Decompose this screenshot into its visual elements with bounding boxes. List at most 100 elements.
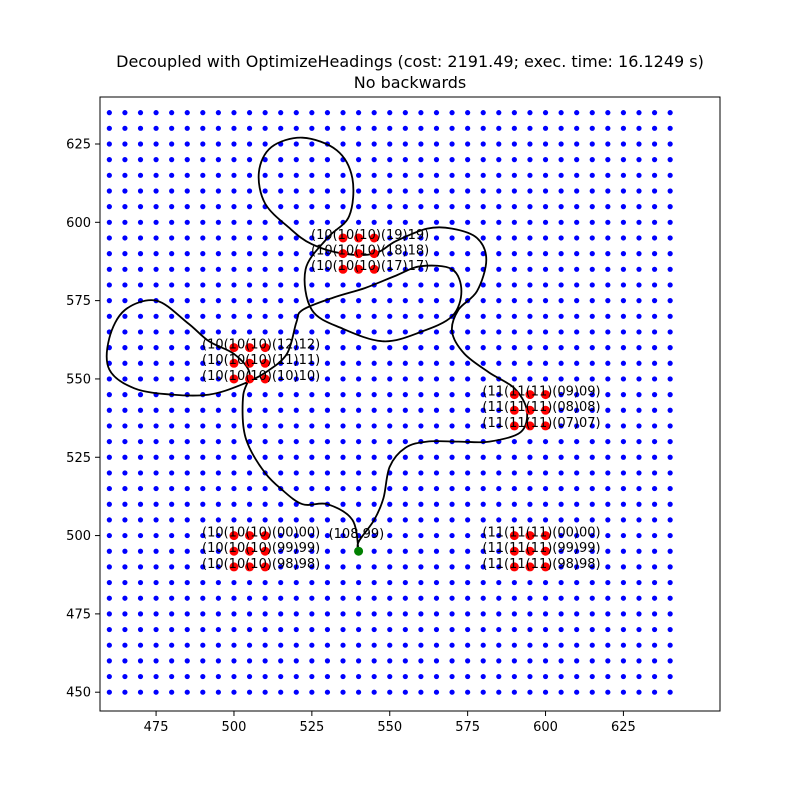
grid-point [231,141,237,147]
path-line [105,136,529,552]
grid-point [636,266,642,272]
grid-point [605,595,611,601]
grid-point [262,313,268,319]
grid-point [667,548,673,554]
grid-point [231,329,237,335]
grid-point [200,125,206,131]
grid-point [215,376,221,382]
grid-point [589,110,595,116]
grid-point [449,157,455,163]
grid-point [231,392,237,398]
grid-point [355,188,362,194]
grid-point [200,298,206,304]
grid-point [184,376,190,382]
grid-point [371,673,377,680]
grid-point [215,501,221,507]
grid-point [636,407,642,413]
y-tick-label: 550 [66,372,91,387]
grid-point [511,360,517,366]
grid-point [480,423,486,429]
grid-point [293,172,299,178]
grid-point [496,595,502,601]
grid-point [527,673,533,680]
grid-point [324,454,331,460]
grid-point [433,172,440,178]
grid-point [651,204,658,210]
grid-point [340,642,346,648]
grid-point [574,548,580,554]
grid-point [215,282,221,288]
grid-point [433,251,440,257]
grid-point [574,235,580,241]
grid-point [605,329,611,335]
grid-point [262,423,268,429]
grid-point [137,689,144,695]
grid-point [153,611,159,617]
grid-point [137,548,144,554]
grid-point [184,548,190,554]
grid-point [278,392,284,398]
grid-point [480,188,486,194]
grid-point [137,204,144,210]
grid-point [340,188,346,194]
grid-point [153,642,159,648]
grid-point [184,251,190,257]
grid-point [371,360,377,366]
grid-point [137,251,144,257]
grid-point [542,266,549,272]
grid-point [636,157,642,163]
grid-point [371,595,377,601]
grid-point [184,501,190,507]
grid-point [293,110,299,116]
y-tick-label: 450 [66,686,91,701]
grid-point [465,517,471,523]
grid-point [106,282,112,288]
grid-point [558,689,564,695]
grid-point [449,251,455,257]
grid-point [433,235,440,241]
grid-point [480,172,486,178]
grid-point [278,579,284,586]
grid-point [122,266,128,272]
grid-point [324,595,331,601]
y-tick-label: 500 [66,529,91,544]
grid-point [122,392,128,398]
grid-point [340,392,346,398]
grid-point [636,532,642,539]
grid-point [542,360,549,366]
grid-point [667,611,673,617]
grid-point [667,282,673,288]
grid-point [122,470,128,476]
grid-point [651,110,658,116]
grid-point [122,611,128,617]
grid-point [558,501,564,507]
grid-point [511,282,517,288]
grid-point [496,626,502,633]
grid-point [106,266,112,272]
grid-point [589,438,595,445]
grid-point [496,235,502,241]
grid-point [309,548,315,554]
grid-point [589,282,595,288]
grid-point [418,360,424,366]
grid-point [371,172,377,178]
grid-point [200,235,206,241]
grid-point [651,392,658,398]
grid-point [465,689,471,695]
grid-point [371,313,377,319]
grid-point [200,110,206,116]
grid-point [278,329,284,335]
grid-point [340,298,346,304]
grid-point [309,626,315,633]
grid-point [527,595,533,601]
grid-point [480,517,486,523]
grid-point [418,141,424,147]
grid-point [574,658,580,664]
grid-point [558,532,564,539]
grid-point [153,110,159,116]
grid-point [480,125,486,131]
grid-point [262,266,268,272]
grid-point [169,642,175,648]
grid-point [433,376,440,382]
grid-point [636,611,642,617]
